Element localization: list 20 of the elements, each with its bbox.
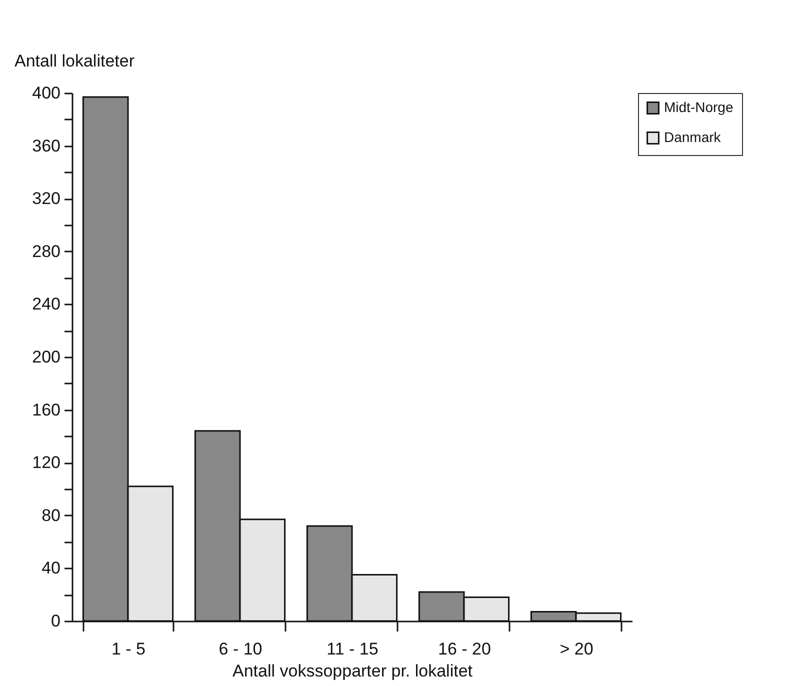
y-tick-label: 80 — [42, 506, 60, 525]
y-tick-label: 360 — [32, 136, 60, 156]
y-tick-label: 200 — [32, 348, 60, 366]
y-tick-label: 320 — [32, 189, 60, 208]
x-tick-label: 16 - 20 — [438, 640, 491, 658]
y-tick-label: 120 — [32, 453, 60, 472]
legend-label: Midt-Norge — [664, 99, 734, 115]
x-tick-label: 6 - 10 — [218, 640, 262, 658]
x-tick-label: 1 - 5 — [111, 640, 146, 658]
y-tick-label: 40 — [42, 558, 60, 578]
y-tick-label: 400 — [32, 84, 60, 102]
y-tick-label: 0 — [51, 612, 60, 630]
y-tick-label: 160 — [32, 400, 60, 420]
y-tick-label: 280 — [32, 242, 60, 261]
legend-label: Danmark — [664, 129, 722, 145]
x-axis-title: Antall vokssopparter pr. lokalitet — [232, 662, 473, 680]
x-tick-label: > 20 — [560, 640, 594, 658]
y-axis-title: Antall lokaliteter — [14, 52, 135, 70]
x-tick-label: 11 - 15 — [326, 640, 378, 658]
y-tick-label: 240 — [32, 294, 60, 314]
